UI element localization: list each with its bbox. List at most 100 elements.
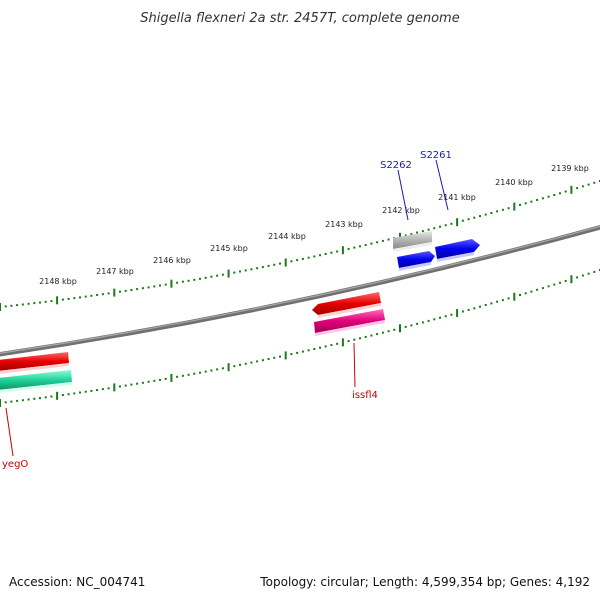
ruler-minor-tick xyxy=(256,360,259,363)
ruler-minor-tick xyxy=(27,398,30,401)
ruler-minor-tick xyxy=(364,244,367,246)
gene-red-center[interactable] xyxy=(312,292,381,318)
ruler-minor-tick xyxy=(141,287,144,290)
ruler-minor-tick xyxy=(330,251,333,254)
ruler-minor-tick xyxy=(313,348,316,350)
gene-issfl4[interactable] xyxy=(314,309,385,336)
ruler-minor-tick xyxy=(204,370,207,373)
ruler-major-tick xyxy=(513,292,516,301)
ruler-minor-tick xyxy=(467,218,470,221)
ruler-minor-tick xyxy=(364,335,367,338)
ruler-major-tick xyxy=(456,218,459,227)
ruler-minor-tick xyxy=(67,297,70,300)
ruler-minor-tick xyxy=(336,342,339,345)
ruler-minor-tick xyxy=(221,273,224,276)
outer-ruler xyxy=(0,180,600,311)
ruler-minor-tick xyxy=(256,267,259,270)
ruler-minor-tick xyxy=(210,369,213,372)
gene-s2261[interactable] xyxy=(435,239,480,262)
ruler-minor-tick xyxy=(250,268,253,271)
ruler-minor-tick xyxy=(581,274,584,277)
gene-blue-1[interactable] xyxy=(397,251,435,271)
ruler-minor-tick xyxy=(267,358,270,360)
ruler-minor-tick xyxy=(496,210,499,213)
ruler-minor-tick xyxy=(221,367,224,370)
ruler-label: 2139 kbp xyxy=(551,164,589,173)
gene-yego[interactable] xyxy=(0,370,72,393)
ruler-minor-tick xyxy=(376,241,379,244)
ruler-minor-tick xyxy=(461,219,464,222)
ruler-minor-tick xyxy=(176,281,179,284)
ruler-minor-tick xyxy=(347,340,350,343)
ruler-minor-tick xyxy=(519,294,521,296)
ruler-major-tick xyxy=(341,338,344,347)
ruler-minor-tick xyxy=(79,296,81,299)
ruler-minor-tick xyxy=(101,293,104,296)
ruler-minor-tick xyxy=(181,280,184,283)
map-title: Shigella flexneri 2a str. 2457T, complet… xyxy=(140,11,459,26)
ruler-minor-tick xyxy=(141,381,144,384)
ruler-minor-tick xyxy=(296,351,299,354)
ruler-minor-tick xyxy=(130,383,133,386)
ruler-minor-tick xyxy=(216,368,219,371)
ruler-major-tick xyxy=(0,303,1,311)
ruler-minor-tick xyxy=(279,355,281,358)
ruler-minor-tick xyxy=(484,304,487,306)
s2261-label[interactable]: S2261 xyxy=(420,150,452,161)
ruler-minor-tick xyxy=(427,228,430,231)
ruler-label: 2143 kbp xyxy=(325,220,363,229)
ruler-minor-tick xyxy=(421,230,424,233)
ruler-minor-tick xyxy=(524,292,527,295)
s2262-label[interactable]: S2262 xyxy=(380,160,412,171)
ruler-minor-tick xyxy=(119,385,121,388)
ruler-minor-tick xyxy=(576,276,579,279)
ruler-minor-tick xyxy=(96,389,99,391)
ruler-label: 2144 kbp xyxy=(268,232,306,241)
ruler-minor-tick xyxy=(553,283,556,286)
yego-label[interactable]: yegO xyxy=(2,459,28,470)
ruler-major-tick xyxy=(56,391,59,400)
ruler-minor-tick xyxy=(239,363,241,366)
ruler-minor-tick xyxy=(330,344,333,347)
ruler-minor-tick xyxy=(21,399,24,402)
ruler-minor-tick xyxy=(404,325,407,328)
ruler-minor-tick xyxy=(416,231,419,234)
ruler-minor-tick xyxy=(393,328,396,331)
ruler-minor-tick xyxy=(307,349,310,352)
ruler-minor-tick xyxy=(187,373,190,376)
ruler-minor-tick xyxy=(290,353,293,356)
ruler-minor-tick xyxy=(4,305,7,308)
ruler-minor-tick xyxy=(416,322,419,325)
ruler-major-tick xyxy=(399,324,401,333)
issfl4-label[interactable]: issfl4 xyxy=(352,390,378,401)
ruler-minor-tick xyxy=(176,375,179,378)
ruler-minor-tick xyxy=(439,225,441,228)
gene-red-left[interactable] xyxy=(0,352,69,374)
ruler-major-tick xyxy=(570,185,573,194)
ruler-minor-tick xyxy=(193,372,196,375)
ruler-minor-tick xyxy=(324,345,327,348)
ruler-minor-tick xyxy=(444,315,447,318)
gene-s2262[interactable] xyxy=(393,231,432,252)
ruler-minor-tick xyxy=(387,238,390,241)
yego-callout-line xyxy=(5,407,14,457)
ruler-minor-tick xyxy=(273,263,276,266)
ruler-minor-tick xyxy=(267,264,270,267)
ruler-minor-tick xyxy=(124,289,127,292)
ruler-minor-tick xyxy=(370,242,373,245)
ruler-minor-tick xyxy=(261,359,264,362)
ruler-minor-tick xyxy=(301,257,304,260)
ruler-minor-tick xyxy=(10,304,13,307)
ruler-minor-tick xyxy=(530,290,533,293)
ruler-minor-tick xyxy=(547,285,550,288)
ruler-minor-tick xyxy=(387,330,390,333)
ruler-minor-tick xyxy=(290,260,293,263)
ruler-minor-tick xyxy=(473,216,476,219)
ruler-minor-tick xyxy=(564,190,567,193)
ruler-minor-tick xyxy=(490,212,493,214)
ruler-minor-tick xyxy=(301,350,304,353)
ruler-minor-tick xyxy=(410,233,413,235)
ruler-minor-tick xyxy=(479,215,481,218)
ruler-minor-tick xyxy=(107,387,110,390)
ruler-minor-tick xyxy=(433,227,436,230)
